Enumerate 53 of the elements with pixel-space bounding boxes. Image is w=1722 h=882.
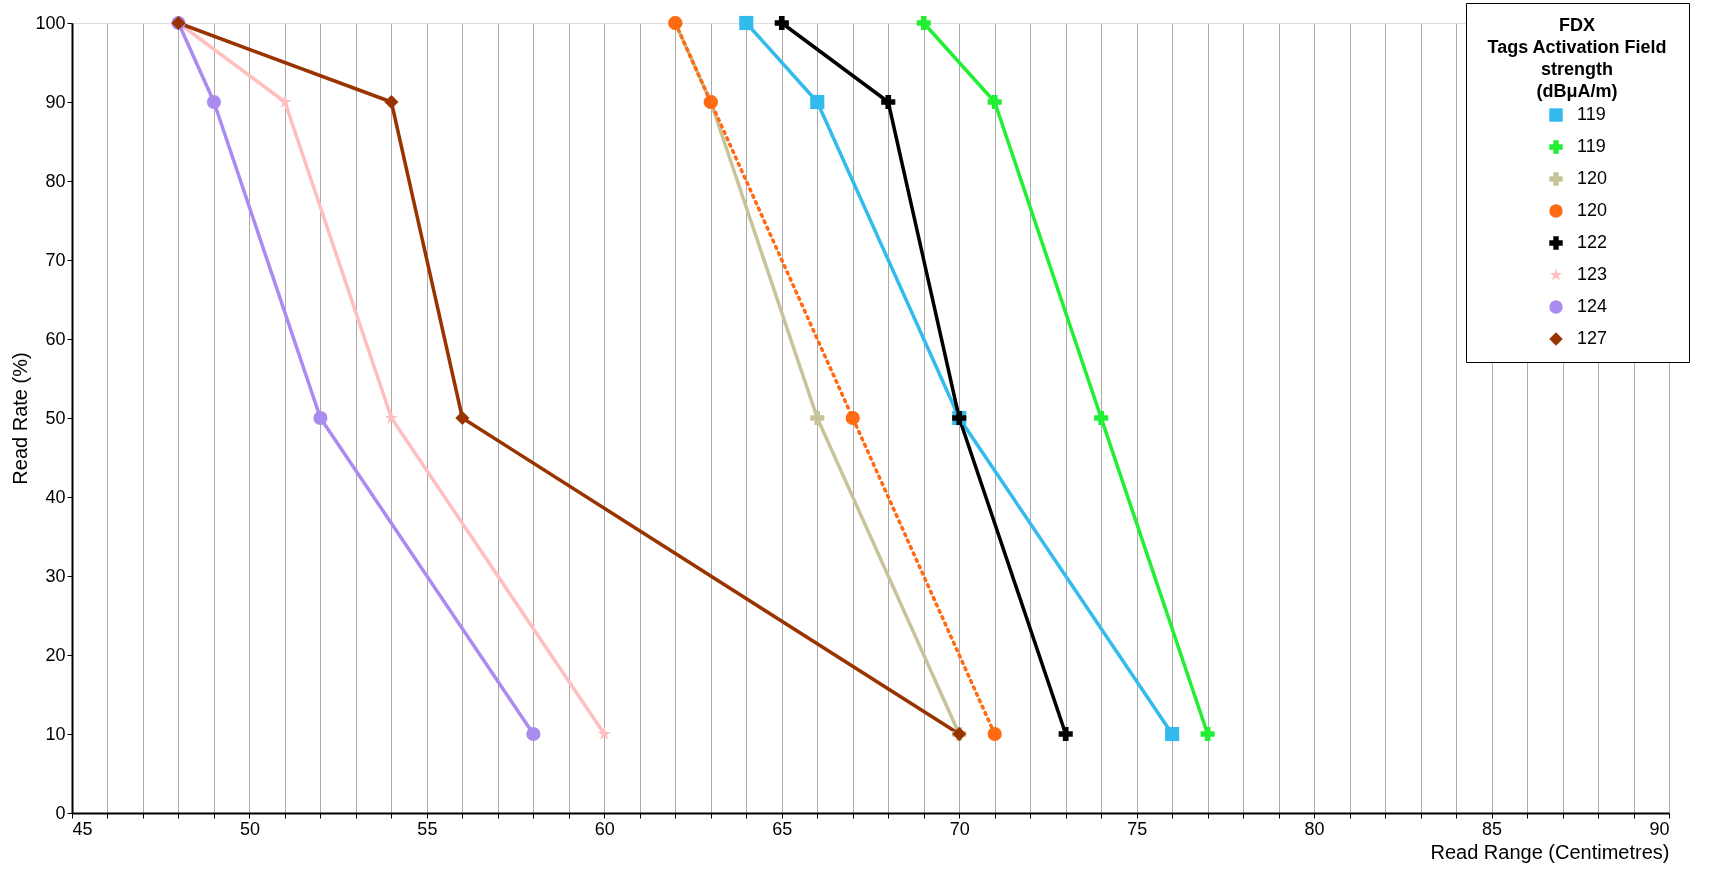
x-tick-label: 80 [1304, 818, 1325, 839]
point [278, 94, 292, 108]
x-tick-label: 85 [1482, 818, 1503, 839]
y-tick-label: 20 [45, 644, 66, 665]
x-tick-label: 55 [417, 818, 438, 839]
legend-label: 123 [1577, 264, 1608, 284]
point [774, 15, 789, 31]
point [455, 410, 470, 426]
x-tick-label: 90 [1649, 818, 1670, 839]
y-tick-label: 60 [45, 328, 66, 349]
y-tick-label: 40 [45, 486, 66, 507]
point [987, 94, 1002, 110]
legend-label: 120 [1577, 168, 1608, 188]
point [987, 726, 1002, 742]
point [845, 410, 860, 426]
y-tick-label: 30 [45, 565, 66, 586]
legend-label: 127 [1577, 328, 1608, 348]
point [1200, 726, 1215, 742]
legend-label: 119 [1577, 104, 1606, 124]
legend-label: 122 [1577, 232, 1608, 252]
y-tick-label: 80 [45, 170, 66, 191]
point [384, 410, 399, 424]
y-tick-label: 100 [35, 12, 66, 33]
point [206, 94, 222, 110]
y-axis-title: Read Rate (%) [9, 352, 32, 485]
y-tick-label: 90 [45, 91, 66, 112]
legend-label: 119 [1577, 136, 1606, 156]
x-tick-label: 70 [949, 818, 970, 839]
x-tick-label: 75 [1127, 818, 1148, 839]
x-tick-label: 45 [72, 818, 93, 839]
y-tick-label: 0 [55, 802, 66, 823]
point [1058, 726, 1073, 742]
y-tick-label: 70 [45, 249, 66, 270]
y-tick-label: 10 [45, 723, 66, 744]
x-axis-title: Read Range (Centimetres) [1430, 840, 1670, 863]
point [881, 94, 896, 110]
point [526, 726, 541, 742]
point [384, 94, 399, 110]
y-tick-label: 50 [45, 407, 66, 428]
point [1165, 726, 1180, 742]
point [597, 726, 612, 740]
point [313, 410, 328, 426]
legend-label: 124 [1577, 296, 1608, 316]
legend-title: FDX Tags Activation Field strength (dBμA/m) [1487, 15, 1667, 101]
x-tick-label: 60 [594, 818, 615, 839]
point [916, 15, 931, 31]
x-tick-label: 50 [239, 818, 260, 839]
legend-label: 120 [1577, 200, 1608, 220]
x-tick-label: 65 [772, 818, 793, 839]
point [1094, 410, 1109, 426]
point [810, 410, 825, 426]
point [739, 15, 754, 31]
point [810, 94, 825, 110]
